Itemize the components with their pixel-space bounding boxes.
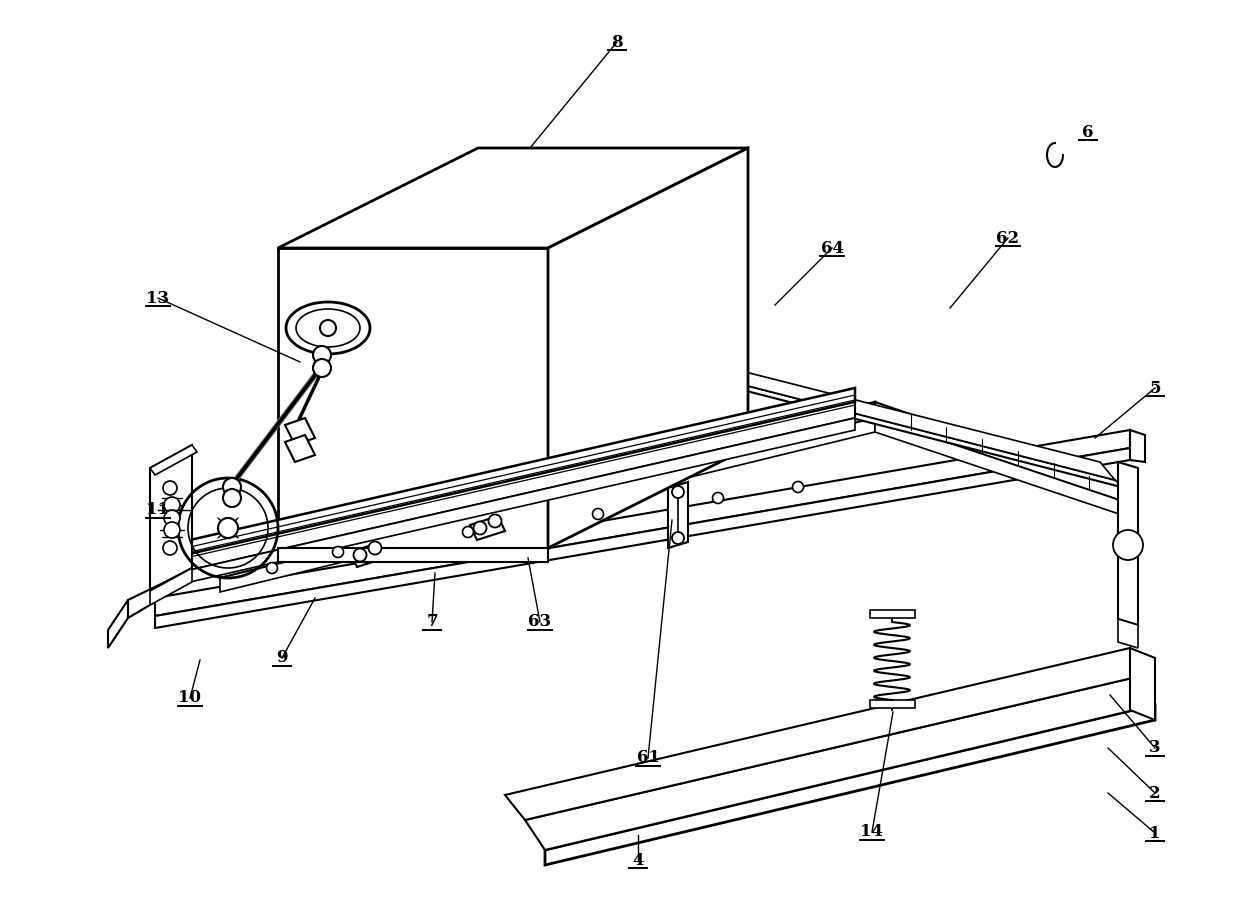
- Text: 64: 64: [821, 239, 843, 257]
- Polygon shape: [285, 435, 315, 462]
- Polygon shape: [219, 418, 875, 592]
- Polygon shape: [155, 430, 1130, 616]
- Circle shape: [1114, 530, 1143, 560]
- Polygon shape: [870, 610, 915, 618]
- Text: 11: 11: [146, 501, 170, 518]
- Text: 62: 62: [997, 230, 1019, 247]
- Polygon shape: [1130, 648, 1154, 720]
- Polygon shape: [875, 402, 1125, 502]
- Polygon shape: [875, 418, 1125, 516]
- Circle shape: [672, 486, 684, 498]
- Polygon shape: [525, 675, 1154, 850]
- Circle shape: [593, 509, 604, 519]
- Circle shape: [218, 518, 238, 538]
- Circle shape: [353, 548, 367, 562]
- Polygon shape: [278, 148, 748, 248]
- Text: 10: 10: [179, 690, 201, 707]
- Text: 7: 7: [427, 614, 438, 631]
- Polygon shape: [150, 568, 192, 605]
- Circle shape: [672, 532, 684, 544]
- Polygon shape: [548, 148, 748, 548]
- Polygon shape: [668, 482, 688, 548]
- Polygon shape: [155, 402, 856, 578]
- Text: 14: 14: [861, 823, 883, 840]
- Polygon shape: [1118, 462, 1138, 625]
- Circle shape: [489, 515, 501, 527]
- Circle shape: [368, 542, 382, 554]
- Circle shape: [463, 527, 474, 537]
- Circle shape: [312, 359, 331, 377]
- Polygon shape: [470, 516, 505, 540]
- Text: 3: 3: [1149, 739, 1161, 756]
- Polygon shape: [1130, 430, 1145, 462]
- Circle shape: [332, 546, 343, 558]
- Polygon shape: [155, 388, 856, 562]
- Polygon shape: [219, 402, 875, 578]
- Circle shape: [320, 320, 336, 336]
- Text: 4: 4: [632, 851, 644, 868]
- Text: 6: 6: [1083, 124, 1094, 141]
- Polygon shape: [350, 543, 384, 567]
- Polygon shape: [108, 600, 128, 648]
- Text: 63: 63: [528, 614, 552, 631]
- Polygon shape: [285, 418, 315, 445]
- Polygon shape: [546, 705, 1154, 865]
- Polygon shape: [580, 330, 1115, 480]
- Circle shape: [713, 492, 723, 503]
- Polygon shape: [278, 548, 548, 562]
- Circle shape: [164, 497, 180, 513]
- Polygon shape: [155, 448, 1130, 628]
- Circle shape: [474, 521, 486, 535]
- Circle shape: [164, 510, 180, 526]
- Circle shape: [792, 482, 804, 492]
- Polygon shape: [505, 648, 1145, 820]
- Circle shape: [162, 541, 177, 555]
- Polygon shape: [600, 348, 1125, 488]
- Circle shape: [162, 481, 177, 495]
- Text: 9: 9: [277, 649, 288, 666]
- Polygon shape: [150, 445, 192, 591]
- Polygon shape: [155, 418, 856, 590]
- Circle shape: [223, 489, 241, 507]
- Circle shape: [312, 346, 331, 364]
- Text: 5: 5: [1149, 379, 1161, 396]
- Polygon shape: [128, 568, 192, 618]
- Text: 13: 13: [146, 290, 170, 307]
- Polygon shape: [278, 248, 548, 548]
- Polygon shape: [870, 700, 915, 708]
- Text: 8: 8: [611, 33, 622, 50]
- Polygon shape: [1118, 619, 1138, 648]
- Circle shape: [267, 562, 278, 573]
- Circle shape: [164, 522, 180, 538]
- Circle shape: [223, 478, 241, 496]
- Polygon shape: [150, 445, 197, 475]
- Text: 2: 2: [1149, 785, 1161, 802]
- Text: 61: 61: [636, 750, 660, 767]
- Text: 1: 1: [1149, 824, 1161, 841]
